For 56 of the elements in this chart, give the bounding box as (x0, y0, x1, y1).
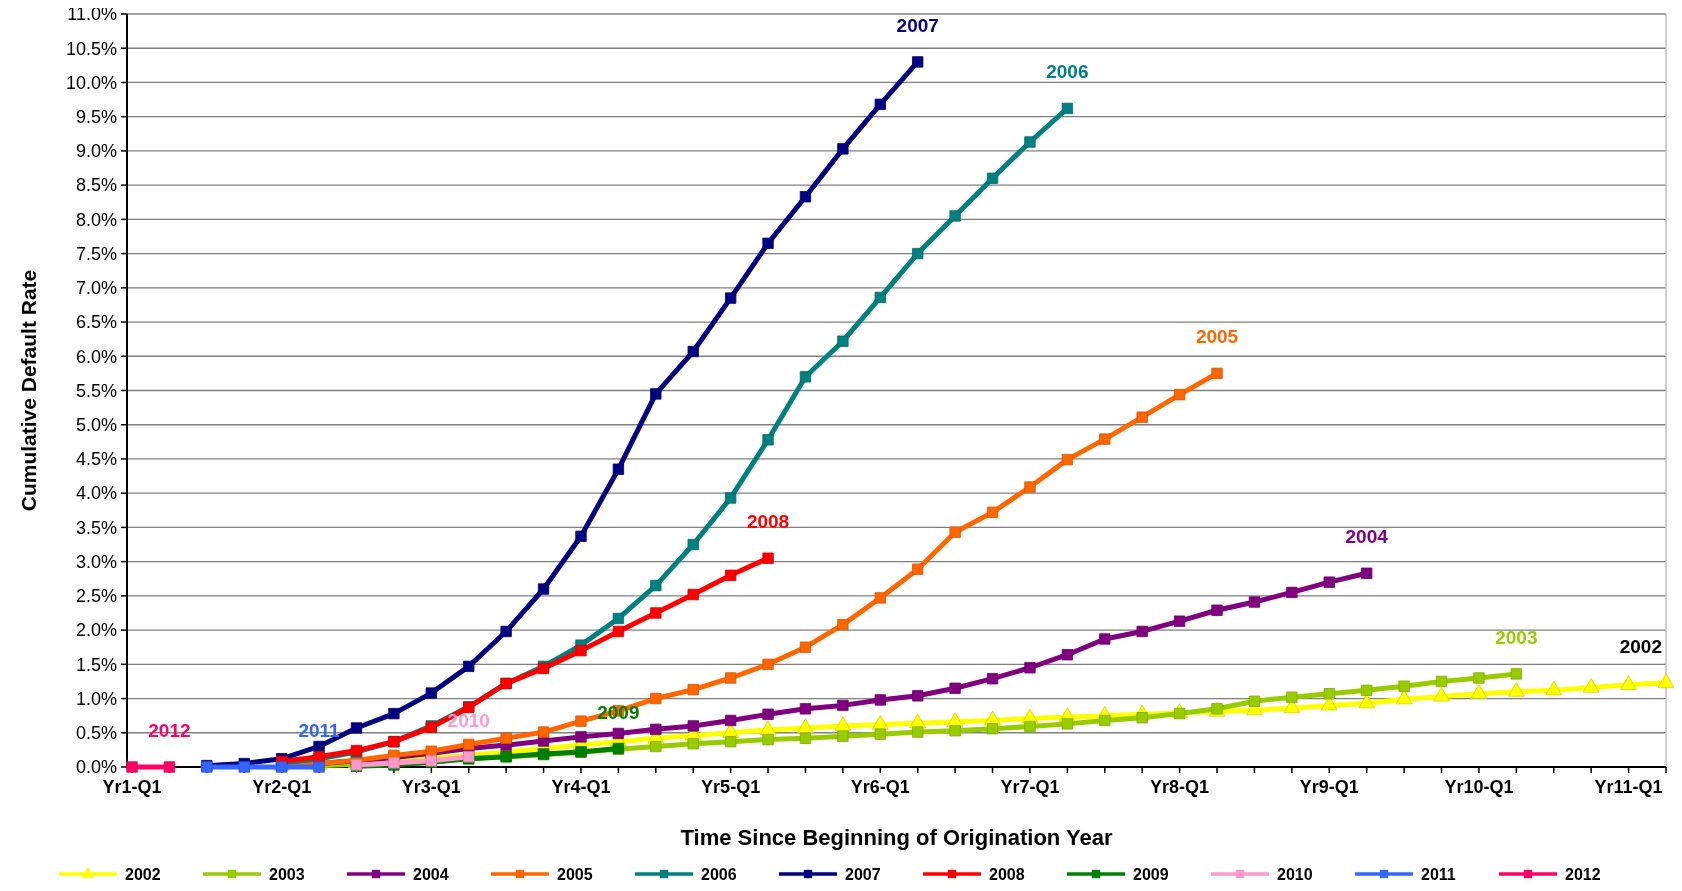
y-tick-label: 11.0% (67, 4, 117, 25)
x-tick-label: Yr11-Q1 (1594, 777, 1663, 797)
y-axis-title: Cumulative Default Rate (17, 269, 40, 512)
y-tick-label: 3.0% (75, 551, 117, 572)
legend-label: 2012 (1565, 866, 1601, 883)
y-tick-label: 0.5% (75, 723, 117, 744)
legend-label: 2003 (269, 866, 305, 883)
text: 2005 (1195, 326, 1239, 348)
y-tick-label: 1.5% (75, 654, 117, 675)
text: 2012 (148, 720, 191, 741)
x-axis-title: Time Since Beginning of Origination Year (680, 825, 1113, 850)
text: 2003 (1495, 626, 1538, 648)
text: 2008 (746, 511, 790, 533)
legend-label: 2007 (845, 866, 881, 883)
y-tick-label: 5.5% (75, 380, 117, 401)
text: 2010 (447, 709, 490, 731)
y-tick-label: 6.0% (75, 346, 117, 367)
y-tick-label: 7.5% (75, 243, 117, 264)
y-tick-label: 8.0% (75, 209, 117, 230)
y-tick-label: 3.5% (75, 517, 117, 538)
legend-label: 2006 (701, 866, 737, 883)
x-tick-label: Yr5-Q1 (701, 777, 761, 797)
y-tick-label: 4.5% (75, 449, 117, 470)
x-tick-label: Yr4-Q1 (551, 777, 611, 797)
x-tick-label: Yr6-Q1 (850, 777, 910, 797)
x-tick-label: Yr9-Q1 (1299, 777, 1359, 797)
legend-label: 2011 (1421, 866, 1456, 883)
y-tick-label: 9.0% (75, 141, 117, 162)
y-tick-label: 5.0% (75, 415, 117, 436)
legend-label: 2002 (125, 866, 161, 883)
y-tick-label: 7.0% (75, 278, 117, 299)
legend-label: 2004 (413, 866, 449, 883)
y-tick-label: 0.0% (75, 757, 117, 778)
y-tick-label: 2.5% (75, 586, 117, 607)
x-tick-label: Yr2-Q1 (252, 777, 312, 797)
text: 2007 (896, 14, 939, 36)
legend-label: 2010 (1277, 866, 1313, 883)
y-tick-label: 8.5% (75, 175, 117, 196)
text: 2004 (1345, 526, 1388, 548)
legend-label: 2008 (989, 866, 1025, 883)
x-tick-label: Yr1-Q1 (102, 777, 162, 797)
y-tick-label: 10.0% (65, 72, 117, 93)
y-tick-label: 10.5% (65, 38, 117, 59)
y-tick-label: 1.0% (75, 688, 117, 709)
y-tick-label: 9.5% (75, 106, 117, 127)
y-tick-label: 4.0% (75, 483, 117, 504)
text: 2002 (1619, 635, 1662, 657)
y-tick-label: 6.5% (75, 312, 117, 333)
text: 2006 (1046, 61, 1089, 83)
x-tick-label: Yr3-Q1 (401, 777, 461, 797)
x-tick-label: Yr10-Q1 (1444, 777, 1514, 797)
legend-label: 2005 (557, 866, 593, 883)
y-tick-label: 2.0% (75, 620, 117, 641)
x-tick-label: Yr7-Q1 (1000, 777, 1060, 797)
legend-label: 2009 (1133, 866, 1169, 883)
x-tick-label: Yr8-Q1 (1150, 777, 1210, 797)
